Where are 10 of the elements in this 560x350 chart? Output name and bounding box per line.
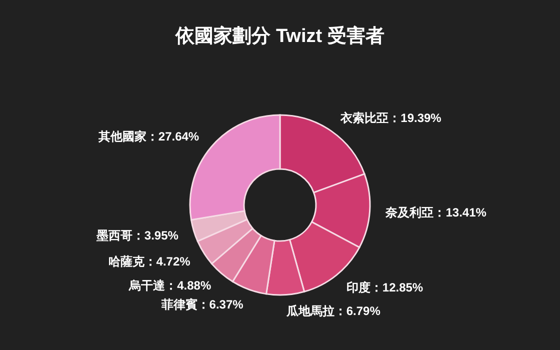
slice-label: 其他國家：27.64% [97, 130, 200, 144]
slice-label: 墨西哥：3.95% [95, 228, 179, 242]
slice-label: 瓜地馬拉：6.79% [285, 304, 381, 318]
slice-label: 印度：12.85% [346, 280, 424, 295]
chart-title: 依國家劃分 Twizt 受害者 [174, 25, 384, 47]
slice-label: 烏干達：4.88% [128, 278, 212, 293]
slice-label: 菲律賓：6.37% [160, 297, 244, 312]
slice-label: 奈及利亞：13.41% [384, 205, 487, 220]
slice-label: 衣索比亞：19.39% [340, 111, 442, 126]
slice-label: 哈薩克：4.72% [108, 254, 191, 269]
